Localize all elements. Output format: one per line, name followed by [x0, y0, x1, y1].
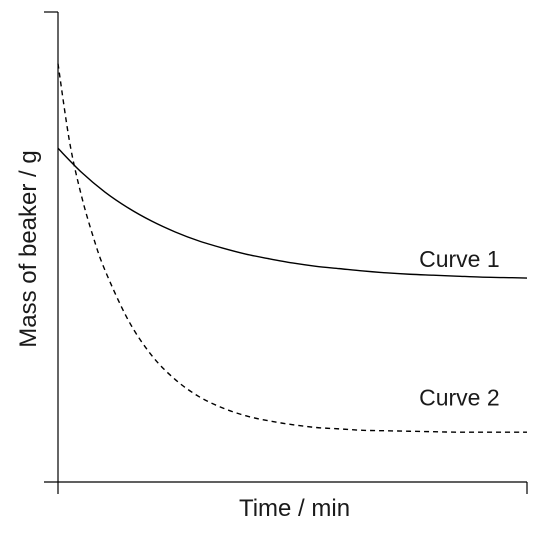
annotation-layer: Curve 1 Curve 2 — [419, 246, 500, 411]
curve-label-2: Curve 2 — [419, 384, 500, 410]
x-axis-label: Time / min — [239, 495, 350, 522]
series-layer — [57, 63, 528, 433]
series-line-curve-1 — [57, 147, 528, 279]
curve-label-1: Curve 1 — [419, 246, 500, 272]
axes — [44, 11, 528, 494]
y-axis-label: Mass of beaker / g — [15, 150, 42, 347]
